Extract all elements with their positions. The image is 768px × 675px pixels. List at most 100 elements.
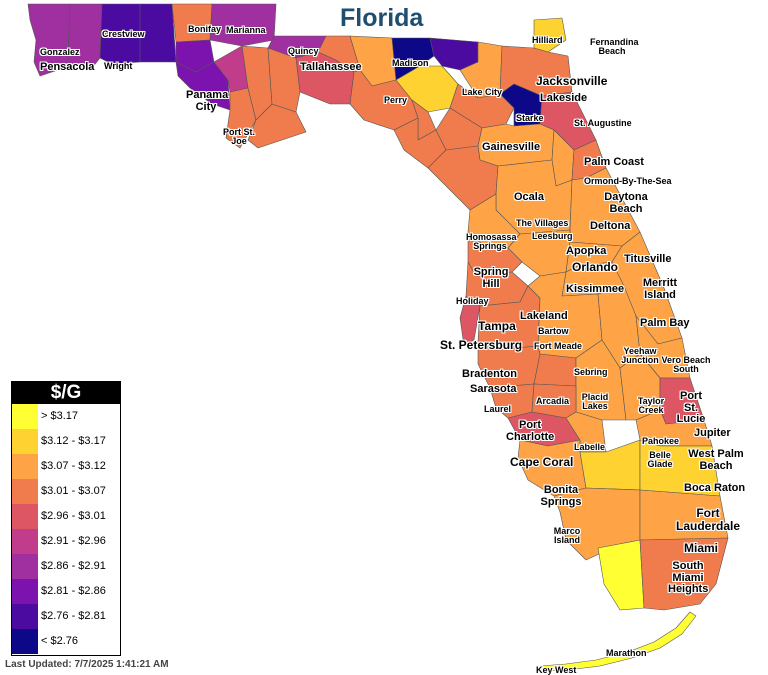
- legend-swatch: [12, 579, 38, 604]
- county-pinellas[interactable]: [459, 295, 481, 347]
- city-label-quincy: Quincy: [288, 46, 319, 56]
- legend-label: $2.86 - $2.91: [41, 560, 106, 572]
- legend-item: $2.86 - $2.91: [12, 554, 120, 579]
- county-hamilton[interactable]: [391, 37, 435, 81]
- legend-label: < $2.76: [41, 635, 79, 647]
- city-label-the-villages: The Villages: [516, 218, 569, 228]
- legend-item: $2.81 - $2.86: [12, 579, 120, 604]
- city-label-st-augustine: St. Augustine: [574, 118, 632, 128]
- legend-swatch: [12, 479, 38, 504]
- city-label-titusville: Titusville: [624, 253, 672, 265]
- city-label-marianna: Marianna: [226, 25, 266, 35]
- legend-swatch: [12, 404, 38, 429]
- city-label-south-miami-heights: South Miami Heights: [668, 560, 709, 596]
- city-label-fort-meade: Fort Meade: [534, 341, 583, 351]
- county-walton[interactable]: [139, 3, 177, 63]
- county-okaloosa[interactable]: [99, 3, 141, 65]
- city-label-labelle: Labelle: [574, 442, 606, 452]
- city-label-gonzalez: Gonzalez: [40, 47, 80, 57]
- city-label-west-palm-beach: West Palm Beach: [688, 448, 744, 472]
- county-monroe-mainland[interactable]: [597, 539, 645, 611]
- city-label-orlando: Orlando: [572, 260, 619, 274]
- city-label-palm-coast: Palm Coast: [584, 156, 644, 168]
- legend-header: $/G: [12, 382, 120, 404]
- city-label-perry: Perry: [384, 95, 408, 105]
- city-label-homosassa-springs: Homosassa Springs: [466, 232, 517, 252]
- county-holmes[interactable]: [171, 3, 213, 43]
- city-label-daytona-beach: Daytona Beach: [604, 191, 648, 215]
- legend-label: > $3.17: [41, 410, 79, 422]
- city-label-lakeside: Lakeside: [540, 92, 588, 104]
- city-label-yeehaw-junction: Yeehaw Junction: [621, 346, 659, 366]
- legend-item: > $3.17: [12, 404, 120, 429]
- legend-item: < $2.76: [12, 629, 120, 654]
- legend-item: $2.96 - $3.01: [12, 504, 120, 529]
- city-label-marco-island: Marco Island: [553, 526, 581, 546]
- city-label-wright: Wright: [104, 61, 133, 71]
- city-label-st-petersburg: St. Petersburg: [440, 338, 523, 352]
- legend-label: $2.81 - $2.86: [41, 585, 106, 597]
- city-label-cape-coral: Cape Coral: [510, 455, 574, 469]
- city-label-panama-city: Panama City: [186, 89, 229, 113]
- city-label-bartow: Bartow: [538, 326, 569, 336]
- city-label-boca-raton: Boca Raton: [684, 482, 746, 494]
- legend-label: $2.76 - $2.81: [41, 610, 106, 622]
- city-label-vero-beach-south: Vero Beach South: [661, 355, 711, 375]
- city-label-crestview: Crestview: [102, 29, 145, 39]
- city-label-taylor-creek: Taylor Creek: [637, 396, 665, 416]
- legend-label: $3.12 - $3.17: [41, 435, 106, 447]
- city-label-jacksonville: Jacksonville: [536, 74, 608, 88]
- legend-rows: > $3.17 $3.12 - $3.17 $3.07 - $3.12 $3.01 -…: [12, 404, 120, 654]
- florida-keys[interactable]: [539, 611, 697, 672]
- city-label-bonita-springs: Bonita Springs: [540, 484, 582, 508]
- map-title: Florida: [340, 4, 424, 32]
- legend-item: $3.07 - $3.12: [12, 454, 120, 479]
- legend-item: $3.12 - $3.17: [12, 429, 120, 454]
- legend-label: $3.01 - $3.07: [41, 485, 106, 497]
- city-label-marathon: Marathon: [606, 648, 647, 658]
- legend-swatch: [12, 504, 38, 529]
- city-label-pensacola: Pensacola: [40, 61, 95, 73]
- county-miami-dade[interactable]: [639, 537, 729, 611]
- city-label-arcadia: Arcadia: [536, 396, 570, 406]
- city-label-gainesville: Gainesville: [482, 141, 541, 153]
- city-label-starke: Starke: [516, 113, 544, 123]
- city-label-miami: Miami: [684, 541, 719, 555]
- city-label-palm-bay: Palm Bay: [640, 317, 690, 329]
- city-label-port-st-lucie: Port St. Lucie: [676, 390, 706, 426]
- county-jackson[interactable]: [209, 3, 277, 47]
- city-label-key-west: Key West: [536, 665, 577, 675]
- city-label-kissimmee: Kissimmee: [566, 283, 625, 295]
- legend-item: $3.01 - $3.07: [12, 479, 120, 504]
- city-label-tampa: Tampa: [478, 319, 516, 333]
- city-label-lakeland: Lakeland: [520, 310, 568, 322]
- legend-swatch: [12, 554, 38, 579]
- city-label-placid-lakes: Placid Lakes: [581, 392, 609, 412]
- city-label-laurel: Laurel: [484, 404, 512, 414]
- price-legend: $/G > $3.17 $3.12 - $3.17 $3.07 - $3.12 $3.…: [11, 381, 121, 656]
- city-label-deltona: Deltona: [590, 220, 631, 232]
- city-label-ocala: Ocala: [514, 191, 544, 203]
- city-label-sebring: Sebring: [574, 367, 608, 377]
- city-label-madison: Madison: [392, 58, 429, 68]
- city-label-apopka: Apopka: [566, 245, 607, 257]
- city-label-jupiter: Jupiter: [694, 427, 731, 439]
- city-label-belle-glade: Belle Glade: [647, 450, 673, 470]
- legend-swatch: [12, 529, 38, 554]
- city-label-port-st-joe: Port St. Joe: [222, 127, 255, 147]
- legend-label: $2.96 - $3.01: [41, 510, 106, 522]
- county-wakulla[interactable]: [267, 47, 301, 113]
- city-label-spring-hill: Spring Hill: [473, 266, 509, 290]
- legend-swatch: [12, 604, 38, 629]
- city-label-fernandina-beach: Fernandina Beach: [590, 37, 639, 57]
- county-palm-beach[interactable]: [639, 439, 721, 497]
- last-updated-text: Last Updated: 7/7/2025 1:41:21 AM: [5, 659, 169, 670]
- county-hardee[interactable]: [533, 353, 577, 387]
- city-label-port-charlotte: Port Charlotte: [506, 419, 555, 443]
- legend-label: $3.07 - $3.12: [41, 460, 106, 472]
- city-label-holiday: Holiday: [456, 296, 489, 306]
- city-label-ormond: Ormond-By-The-Sea: [584, 176, 672, 186]
- city-label-merritt-island: Merritt Island: [642, 277, 678, 301]
- county-nassau[interactable]: [533, 17, 567, 53]
